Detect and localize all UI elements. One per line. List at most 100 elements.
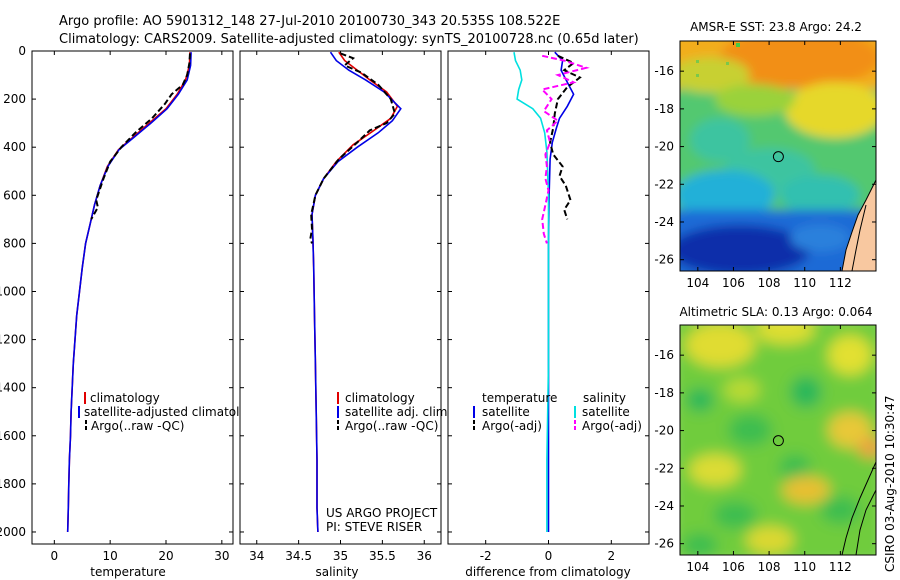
y-tick-label: 1600	[0, 429, 26, 443]
x-tick-label: -2	[480, 549, 492, 563]
legend-label-sal-satellite: satellite	[582, 405, 630, 419]
coastline-land	[841, 179, 876, 271]
legend-label-temp-satellite: satellite	[482, 405, 530, 419]
series-line-temperature-argo-adj	[549, 54, 582, 220]
x-tick-label: 36	[417, 549, 432, 563]
legend-heading-temperature: temperature	[482, 391, 557, 405]
y-tick-label: 200	[3, 92, 26, 106]
salinity-panel: 34 34.5 35 35.5 36 salinity climatology sate…	[239, 50, 451, 579]
y-tick-label: 0	[18, 44, 26, 58]
y-tick-label: -26	[654, 253, 674, 267]
x-tick-label: 110	[793, 276, 816, 290]
y-tick-label: 1800	[0, 477, 26, 491]
sla-map-field	[680, 325, 876, 555]
legend-label-argo: Argo(..raw -QC)	[345, 419, 438, 433]
difference-panel: -2 0 2 difference from climatology tempera…	[447, 50, 650, 579]
salinity-axes-box	[239, 50, 442, 545]
sst-map-title: AMSR-E SST: 23.8 Argo: 24.2	[690, 20, 862, 34]
sla-map-ticks: 104 106 108 110 112 -16 -18 -20 -22 -24 -26	[654, 325, 876, 574]
y-tick-label: -16	[654, 348, 674, 362]
y-tick-label: -24	[654, 215, 674, 229]
x-tick-label: 34	[249, 549, 264, 563]
y-tick-label: -18	[654, 102, 674, 116]
x-tick-label: 112	[829, 560, 852, 574]
temperature-ticks: 0 10 20 30 0 200 400 600 800 1000 1200 1400 1600 1800…	[0, 44, 233, 563]
y-tick-label: 1200	[0, 333, 26, 347]
x-tick-label: 104	[686, 560, 709, 574]
series-line-satellite-adjusted-climatology	[66, 52, 192, 533]
y-tick-label: -22	[654, 461, 674, 475]
argo-location-marker	[772, 435, 784, 447]
salinity-xlabel: salinity	[315, 565, 358, 579]
argo-location-marker	[772, 151, 784, 163]
figure-title-line2: Climatology: CARS2009. Satellite-adjuste…	[59, 32, 639, 47]
legend-label-climatology: climatology	[90, 391, 160, 405]
sla-map-frame	[679, 324, 877, 556]
x-tick-label: 20	[158, 549, 173, 563]
y-tick-label: 600	[3, 188, 26, 202]
y-tick-label: 1000	[0, 284, 26, 298]
y-tick-label: 800	[3, 236, 26, 250]
temperature-legend: climatology satellite-adjusted climatolo…	[78, 391, 262, 433]
project-label: US ARGO PROJECT	[326, 506, 438, 520]
series-line-salinity-argo-adj	[540, 54, 590, 244]
y-tick-label: -16	[654, 64, 674, 78]
x-tick-label: 0	[545, 549, 553, 563]
y-tick-label: -22	[654, 177, 674, 191]
series-line-satellite-adj-clim	[311, 51, 402, 533]
x-tick-label: 30	[214, 549, 229, 563]
x-tick-label: 110	[793, 560, 816, 574]
sst-map-field	[680, 41, 876, 271]
legend-label-satellite: satellite-adjusted climatology	[84, 405, 262, 419]
credit-timestamp: CSIRO 03-Aug-2010 10:30:47	[883, 396, 897, 572]
x-tick-label: 34.5	[285, 549, 312, 563]
series-line-argo-raw-qc	[90, 53, 191, 220]
y-tick-label: 400	[3, 140, 26, 154]
salinity-ticks: 34 34.5 35 35.5 36	[240, 50, 441, 563]
temperature-xlabel: temperature	[90, 565, 165, 579]
x-tick-label: 108	[758, 276, 781, 290]
sst-map-panel: AMSR-E SST: 23.8 Argo: 24.2	[654, 20, 877, 290]
legend-label-climatology: climatology	[345, 391, 415, 405]
salinity-legend: climatology satellite adj. clim. Argo(..…	[337, 391, 451, 433]
y-tick-label: -26	[654, 537, 674, 551]
sla-map-panel: Altimetric SLA: 0.13 Argo: 0.064	[654, 305, 877, 574]
x-tick-label: 0	[51, 549, 59, 563]
temperature-series	[66, 52, 192, 533]
y-tick-label: -24	[654, 499, 674, 513]
legend-heading-salinity: salinity	[583, 391, 626, 405]
legend-label-argo: Argo(..raw -QC)	[91, 419, 184, 433]
y-tick-label: -18	[654, 386, 674, 400]
pi-label: PI: STEVE RISER	[326, 520, 422, 534]
legend-label-satellite: satellite adj. clim.	[345, 405, 451, 419]
sst-map-frame	[679, 40, 877, 272]
difference-xlabel: difference from climatology	[465, 565, 631, 579]
x-tick-label: 104	[686, 276, 709, 290]
x-tick-label: 35.5	[369, 549, 396, 563]
legend-label-sal-argo: Argo(-adj)	[582, 419, 642, 433]
series-line-salinity-satellite	[513, 52, 550, 532]
y-tick-label: -20	[654, 140, 674, 154]
y-tick-label: 2000	[0, 525, 26, 539]
sla-map-title: Altimetric SLA: 0.13 Argo: 0.064	[679, 305, 872, 319]
sst-map-ticks: 104 106 108 110 112 -16 -18 -20 -22 -24 -26	[654, 41, 876, 290]
x-tick-label: 108	[758, 560, 781, 574]
x-tick-label: 10	[103, 549, 118, 563]
temperature-panel: 0 10 20 30 0 200 400 600 800 1000 1200 1400 1600 1800…	[0, 44, 262, 579]
y-tick-label: -20	[654, 424, 674, 438]
x-tick-label: 106	[722, 276, 745, 290]
x-tick-label: 106	[722, 560, 745, 574]
difference-series	[513, 51, 590, 532]
x-tick-label: 2	[607, 549, 615, 563]
y-tick-label: 1400	[0, 381, 26, 395]
temperature-axes-box	[31, 50, 234, 545]
x-tick-label: 35	[333, 549, 348, 563]
series-line-argo-raw-qc	[309, 52, 397, 244]
salinity-series	[309, 51, 402, 533]
x-tick-label: 112	[829, 276, 852, 290]
legend-label-temp-argo: Argo(-adj)	[482, 419, 542, 433]
coastline	[841, 461, 876, 555]
figure-title-line1: Argo profile: AO 5901312_148 27-Jul-2010…	[59, 14, 560, 29]
difference-legend: temperature satellite Argo(-adj) salinit…	[473, 391, 642, 433]
